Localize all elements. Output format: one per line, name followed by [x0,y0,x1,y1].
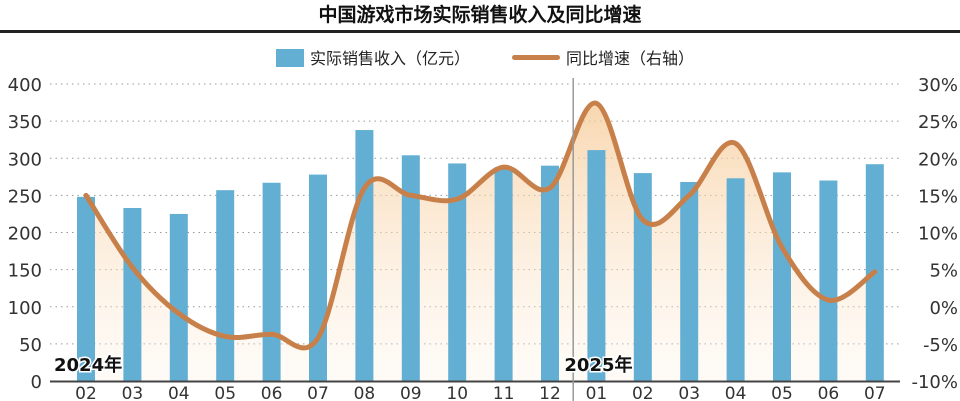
left-tick-label: 100 [8,298,42,319]
growth-line [83,100,878,351]
year-label: 2025年 [564,354,632,376]
x-tick-label: 04 [725,384,747,401]
legend: 实际销售收入（亿元） 同比增速（右轴） [276,49,694,68]
x-tick-label: 07 [307,384,329,401]
right-tick-label: 25% [918,112,958,133]
x-tick-label: 05 [771,384,793,401]
left-tick-label: 50 [19,335,42,356]
left-tick-label: 200 [8,224,42,245]
bar [680,182,699,381]
bar [726,178,745,381]
bar [77,196,95,381]
right-tick-label: 5% [929,261,958,282]
x-tick-label: 06 [261,384,283,401]
bar [169,213,188,381]
right-tick-label: 30% [918,75,958,96]
x-tick-label: 12 [539,384,561,401]
bar [355,130,374,381]
bar [401,155,420,381]
left-tick-label: 300 [8,149,42,170]
x-tick-label: 04 [168,384,190,401]
x-tick-label: 02 [75,384,97,401]
x-tick-label: 06 [818,384,840,401]
bar [494,167,513,381]
x-tick-label: 08 [354,384,376,401]
bar [587,150,606,381]
x-tick-label: 01 [586,384,608,401]
right-tick-label: 20% [918,149,958,170]
left-tick-label: 150 [8,261,42,282]
bar [216,190,235,381]
x-tick-label: 09 [400,384,422,401]
bar [309,174,327,381]
left-tick-label: 250 [8,186,42,207]
bar [123,207,142,381]
year-label: 2024年 [54,354,122,376]
left-tick-label: 400 [8,75,42,96]
x-tick-label: 10 [446,384,468,401]
x-tick-label: 05 [214,384,236,401]
legend-bar-label: 实际销售收入（亿元） [310,49,470,68]
chart-title: 中国游戏市场实际销售收入及同比增速 [318,3,641,26]
bar [773,172,791,381]
bar [819,180,838,381]
right-tick-label: 15% [918,186,958,207]
right-tick-label: 0% [929,298,958,319]
bar [541,165,559,381]
growth-area [86,103,875,381]
left-tick-label: 350 [8,112,42,133]
x-tick-label: 02 [632,384,654,401]
bar [262,182,281,381]
left-tick-label: 0 [31,372,42,393]
right-tick-label: 10% [918,224,958,245]
right-tick-label: -10% [911,372,958,393]
x-tick-label: 07 [864,384,886,401]
x-tick-label: 03 [122,384,144,401]
x-tick-label: 11 [493,384,515,401]
legend-bar-swatch [276,49,304,67]
legend-line-swatch [512,55,560,60]
x-tick-label: 03 [678,384,700,401]
legend-line-label: 同比增速（右轴） [566,49,694,68]
right-tick-label: -5% [923,335,958,356]
bar [448,163,467,381]
title-underline [0,30,960,33]
